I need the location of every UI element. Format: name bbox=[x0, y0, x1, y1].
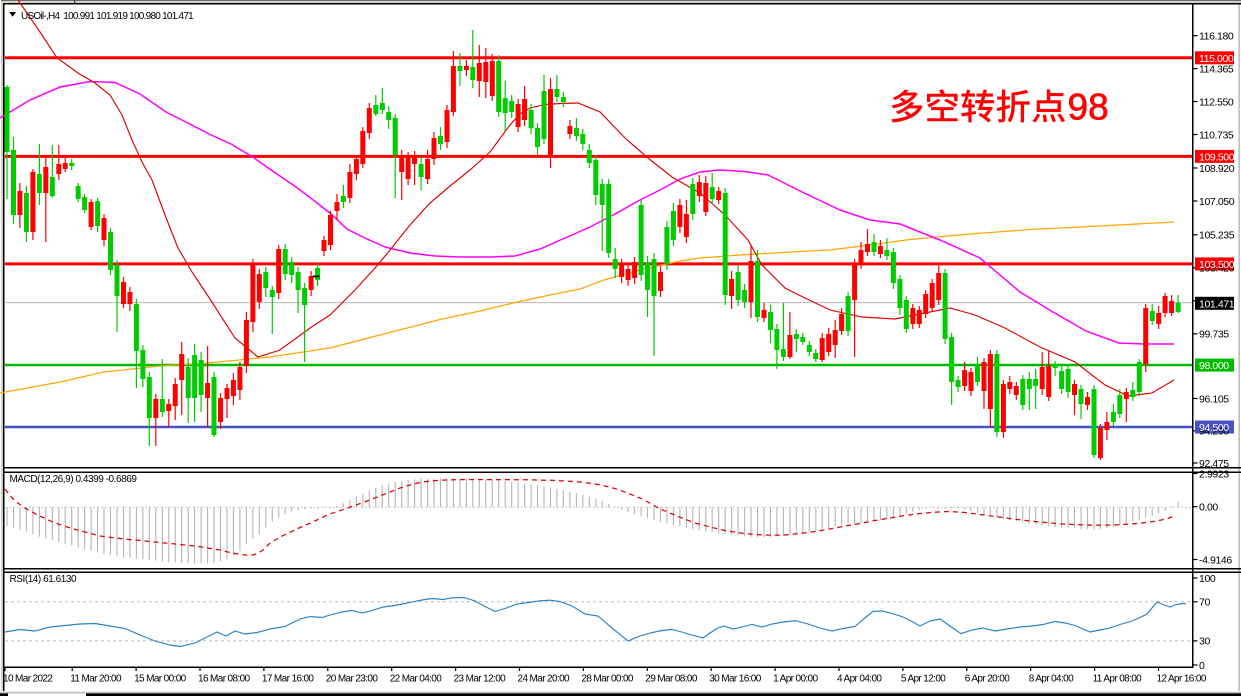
svg-text:98.000: 98.000 bbox=[1199, 360, 1229, 372]
svg-text:107.050: 107.050 bbox=[1199, 196, 1235, 208]
svg-text:0: 0 bbox=[1199, 660, 1205, 672]
svg-text:4 Apr 04:00: 4 Apr 04:00 bbox=[837, 673, 882, 684]
svg-text:MACD(12,26,9) 0.4399 -0.6869: MACD(12,26,9) 0.4399 -0.6869 bbox=[10, 474, 138, 485]
svg-text:109.500: 109.500 bbox=[1199, 151, 1235, 163]
svg-text:115.000: 115.000 bbox=[1199, 53, 1234, 65]
svg-text:6 Apr 20:00: 6 Apr 20:00 bbox=[965, 673, 1010, 684]
svg-text:105.235: 105.235 bbox=[1199, 230, 1235, 242]
svg-text:1 Apr 00:00: 1 Apr 00:00 bbox=[773, 673, 818, 684]
svg-text:94.500: 94.500 bbox=[1199, 422, 1229, 434]
svg-text:11 Apr 08:00: 11 Apr 08:00 bbox=[1093, 673, 1143, 684]
svg-text:17 Mar 16:00: 17 Mar 16:00 bbox=[262, 673, 315, 684]
svg-text:11 Mar 20:00: 11 Mar 20:00 bbox=[70, 673, 122, 684]
svg-text:10 Mar 2022: 10 Mar 2022 bbox=[3, 673, 53, 684]
svg-text:103.420: 103.420 bbox=[1199, 263, 1235, 275]
svg-text:29 Mar 08:00: 29 Mar 08:00 bbox=[645, 673, 698, 684]
svg-text:30: 30 bbox=[1199, 636, 1210, 648]
svg-text:16 Mar 08:00: 16 Mar 08:00 bbox=[198, 673, 251, 684]
svg-text:20 Mar 23:00: 20 Mar 23:00 bbox=[326, 673, 379, 684]
svg-text:28 Mar 00:00: 28 Mar 00:00 bbox=[581, 673, 634, 684]
svg-text:100: 100 bbox=[1199, 573, 1216, 585]
svg-text:92.475: 92.475 bbox=[1199, 458, 1229, 470]
svg-text:22 Mar 04:00: 22 Mar 04:00 bbox=[390, 673, 443, 684]
svg-text:15 Mar 00:00: 15 Mar 00:00 bbox=[134, 673, 187, 684]
svg-text:101.471: 101.471 bbox=[1199, 298, 1235, 310]
svg-text:5 Apr 12:00: 5 Apr 12:00 bbox=[901, 673, 946, 684]
svg-text:RSI(14) 61.6130: RSI(14) 61.6130 bbox=[10, 574, 78, 585]
svg-text:98: 98 bbox=[1068, 87, 1109, 128]
svg-text:24 Mar 20:00: 24 Mar 20:00 bbox=[518, 673, 571, 684]
svg-text:94.290: 94.290 bbox=[1199, 426, 1229, 438]
svg-text:112.550: 112.550 bbox=[1199, 96, 1234, 108]
svg-text:0.00: 0.00 bbox=[1199, 502, 1218, 514]
svg-text:103.500: 103.500 bbox=[1199, 259, 1235, 271]
svg-text:96.105: 96.105 bbox=[1199, 393, 1229, 405]
svg-text:101.605: 101.605 bbox=[1199, 296, 1235, 308]
svg-text:2.9923: 2.9923 bbox=[1199, 468, 1229, 480]
svg-text:110.735: 110.735 bbox=[1199, 129, 1234, 141]
svg-text:23 Mar 12:00: 23 Mar 12:00 bbox=[454, 673, 507, 684]
svg-text:8 Apr 04:00: 8 Apr 04:00 bbox=[1029, 673, 1074, 684]
svg-text:USOil-,H4 100.991 101.919 100: USOil-,H4 100.991 101.919 100.980 101.47… bbox=[21, 11, 194, 22]
svg-text:108.920: 108.920 bbox=[1199, 163, 1235, 175]
svg-text:-4.9146: -4.9146 bbox=[1199, 554, 1232, 566]
svg-text:12 Apr 16:00: 12 Apr 16:00 bbox=[1157, 673, 1207, 684]
svg-text:70: 70 bbox=[1199, 597, 1210, 609]
svg-text:116.180: 116.180 bbox=[1199, 31, 1234, 43]
svg-text:99.735: 99.735 bbox=[1199, 329, 1229, 341]
svg-text:30 Mar 16:00: 30 Mar 16:00 bbox=[709, 673, 762, 684]
svg-text:114.365: 114.365 bbox=[1199, 63, 1234, 75]
